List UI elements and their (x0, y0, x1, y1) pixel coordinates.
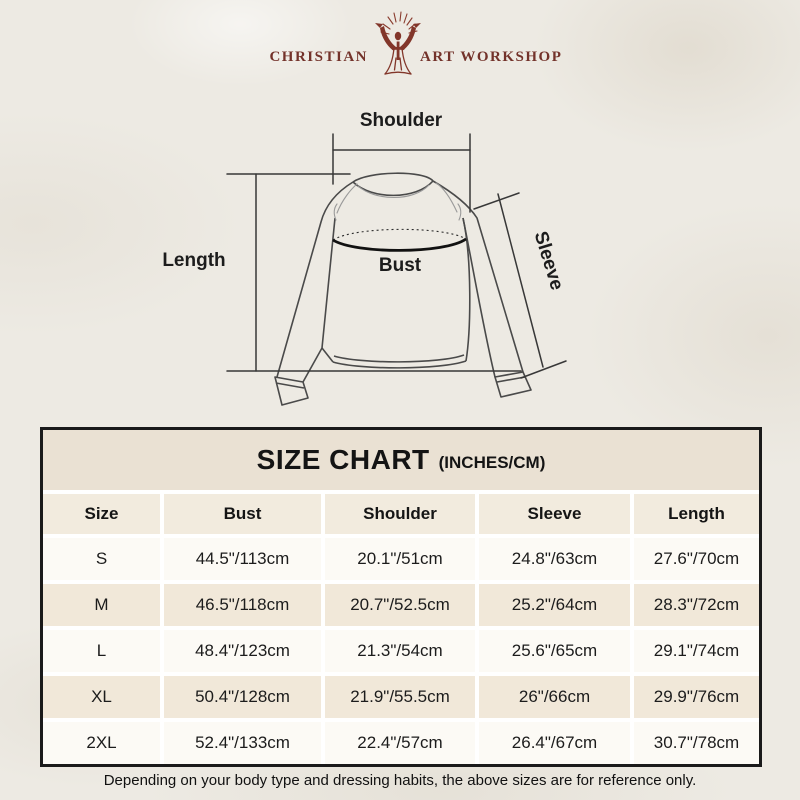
bust-label: Bust (378, 255, 422, 276)
sweater-illustration (226, 133, 567, 406)
column-header-length: Length (634, 494, 759, 534)
shoulder-label: Shoulder (359, 110, 443, 131)
size-cell: XL (43, 676, 160, 718)
measurement-cell: 20.1"/51cm (325, 538, 475, 580)
measurement-cell: 25.6"/65cm (479, 630, 630, 672)
measurement-cell: 50.4"/128cm (164, 676, 321, 718)
column-header-shoulder: Shoulder (325, 494, 475, 534)
measurement-cell: 30.7"/78cm (634, 722, 759, 764)
measurement-cell: 27.6"/70cm (634, 538, 759, 580)
size-cell: 2XL (43, 722, 160, 764)
column-header-bust: Bust (164, 494, 321, 534)
measurement-cell: 29.9"/76cm (634, 676, 759, 718)
size-cell: S (43, 538, 160, 580)
column-header-size: Size (43, 494, 160, 534)
measurement-cell: 26.4"/67cm (479, 722, 630, 764)
measurement-cell: 46.5"/118cm (164, 584, 321, 626)
column-header-sleeve: Sleeve (479, 494, 630, 534)
size-chart-grid: Size Bust Shoulder Sleeve Length S 44.5"… (43, 494, 759, 764)
measurement-cell: 25.2"/64cm (479, 584, 630, 626)
measurement-cell: 44.5"/113cm (164, 538, 321, 580)
size-cell: L (43, 630, 160, 672)
size-chart-title: SIZE CHART (256, 444, 430, 475)
measurement-cell: 29.1"/74cm (634, 630, 759, 672)
measurement-cell: 21.3"/54cm (325, 630, 475, 672)
measurement-cell: 26"/66cm (479, 676, 630, 718)
brand-name-right: ART WORKSHOP (420, 49, 563, 65)
measurement-cell: 20.7"/52.5cm (325, 584, 475, 626)
size-chart-table: SIZE CHART (INCHES/CM) Size Bust Shoulde… (40, 427, 762, 767)
measurement-cell: 21.9"/55.5cm (325, 676, 475, 718)
measurement-cell: 52.4"/133cm (164, 722, 321, 764)
length-label: Length (162, 250, 226, 271)
measurement-cell: 28.3"/72cm (634, 584, 759, 626)
measurement-cell: 24.8"/63cm (479, 538, 630, 580)
jesus-figure-icon (375, 11, 421, 75)
brand-name-left: CHRISTIAN (269, 49, 368, 65)
size-cell: M (43, 584, 160, 626)
size-chart-subtitle: (INCHES/CM) (438, 453, 546, 472)
size-chart-title-bar: SIZE CHART (INCHES/CM) (43, 430, 759, 490)
disclaimer-text: Depending on your body type and dressing… (103, 772, 697, 789)
measurement-cell: 48.4"/123cm (164, 630, 321, 672)
measurement-cell: 22.4"/57cm (325, 722, 475, 764)
